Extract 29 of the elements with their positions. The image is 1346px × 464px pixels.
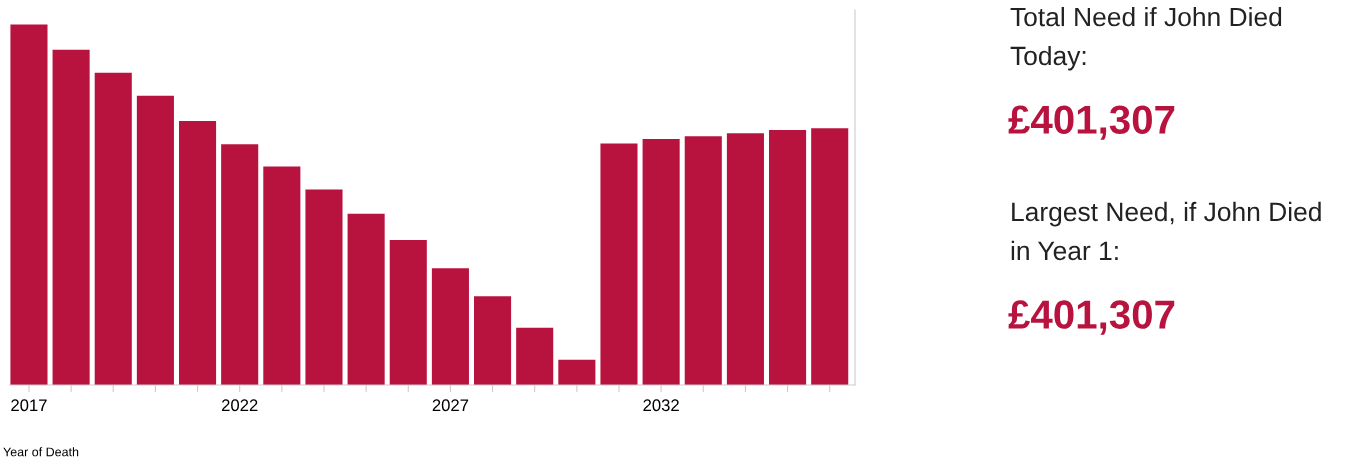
- bar: [726, 133, 764, 385]
- bar: [474, 296, 512, 385]
- bar: [558, 359, 596, 385]
- x-axis-title: Year of Death: [3, 447, 79, 457]
- text: £401,307: [1008, 300, 1175, 335]
- bar: [389, 240, 427, 385]
- bar: [10, 24, 48, 385]
- x-tick-label: 2017: [11, 399, 47, 412]
- bar: [642, 139, 680, 385]
- bar: [684, 136, 722, 385]
- bar: [263, 166, 301, 385]
- x-tick-label: 2022: [221, 399, 258, 412]
- bar: [600, 143, 638, 385]
- bar: [305, 189, 343, 385]
- x-tick-label: 2027: [432, 399, 469, 412]
- bar: [769, 130, 807, 385]
- bar: [136, 95, 174, 385]
- bar: [811, 128, 849, 385]
- text: £401,307: [1008, 105, 1175, 140]
- x-tick-label: 2032: [643, 399, 679, 412]
- bar: [516, 327, 554, 385]
- bar: [94, 72, 132, 385]
- bar: [179, 121, 217, 385]
- bar: [221, 144, 259, 385]
- text: Largest Need, if John Died in Year 1:: [1011, 201, 1321, 261]
- bar: [347, 213, 385, 385]
- bar: [431, 268, 469, 385]
- bar: [52, 49, 90, 385]
- text: Total Need if John Died Today:: [1010, 6, 1282, 71]
